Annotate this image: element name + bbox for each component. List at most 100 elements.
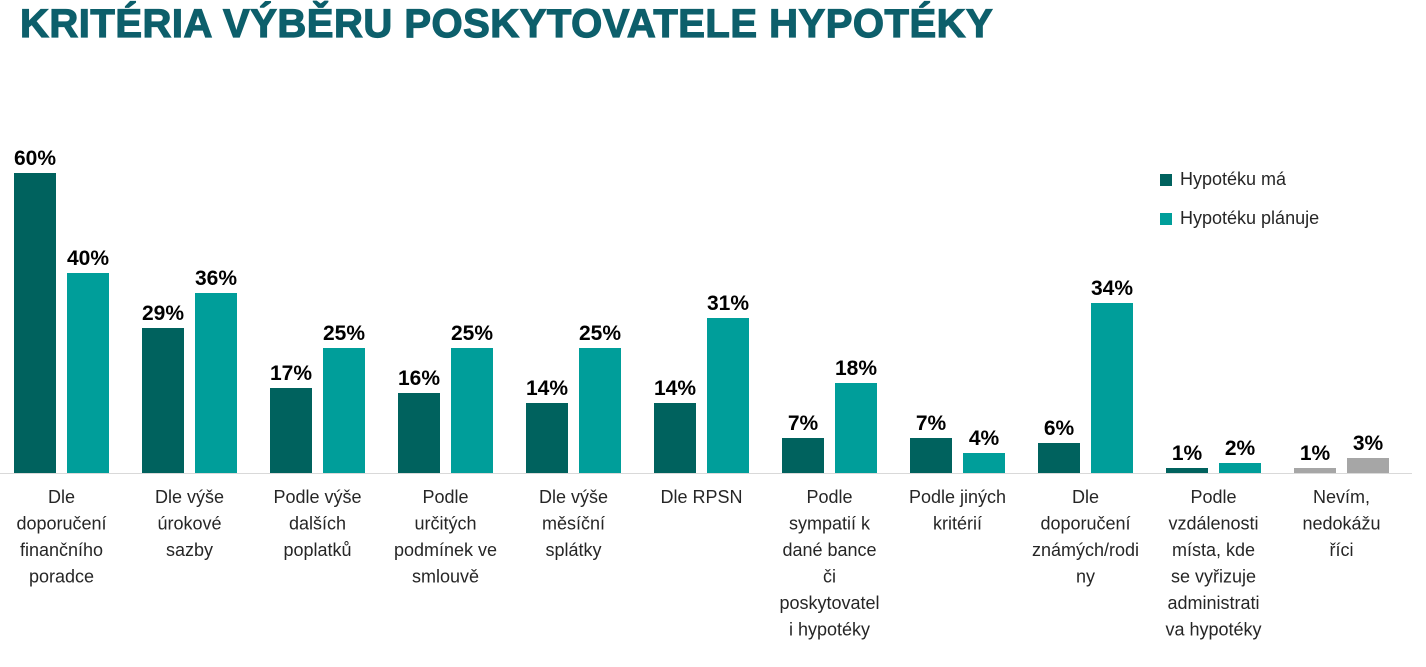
category-label-line: finančního bbox=[20, 540, 103, 560]
value-label-plans-10: 3% bbox=[1353, 432, 1384, 455]
category-label-line: Podle bbox=[806, 487, 852, 507]
category-label-line: Podle jiných bbox=[909, 487, 1006, 507]
legend-item-plans: Hypotéku plánuje bbox=[1160, 199, 1319, 238]
value-labels-layer: 60% 40% 29% 36% 17% 25% 16% 25% 14% 25% 14% 31% 7% 18… bbox=[14, 147, 1384, 465]
value-label-has-5: 14% bbox=[654, 377, 696, 400]
value-label-has-4: 14% bbox=[526, 377, 568, 400]
bar-plans-3 bbox=[451, 348, 493, 473]
category-label-line: dané bance bbox=[782, 540, 876, 560]
category-label-line: Dle výše bbox=[155, 487, 224, 507]
category-label-line: známých/rodi bbox=[1032, 540, 1139, 560]
category-label-line: poradce bbox=[29, 567, 94, 587]
category-label-line: určitých bbox=[414, 514, 476, 534]
value-label-has-10: 1% bbox=[1300, 442, 1331, 465]
category-label-line: administrati bbox=[1167, 593, 1259, 613]
value-label-plans-6: 18% bbox=[835, 357, 877, 380]
category-label-line: Dle RPSN bbox=[660, 487, 742, 507]
category-label-6: Podle sympatií k dané bance či poskytovatel i… bbox=[779, 487, 879, 640]
value-label-has-3: 16% bbox=[398, 367, 440, 390]
category-label-3: Podle určitých podmínek ve smlouvě bbox=[394, 487, 497, 587]
category-label-line: vzdálenosti bbox=[1168, 514, 1258, 534]
category-label-line: i hypotéky bbox=[789, 620, 870, 640]
value-label-plans-0: 40% bbox=[67, 247, 109, 270]
value-label-plans-4: 25% bbox=[579, 322, 621, 345]
category-label-line: smlouvě bbox=[412, 567, 479, 587]
category-label-line: kritérií bbox=[933, 514, 982, 534]
category-label-line: říci bbox=[1330, 540, 1354, 560]
category-label-line: Nevím, bbox=[1313, 487, 1370, 507]
category-label-8: Dle doporučení známých/rodi ny bbox=[1032, 487, 1139, 587]
bar-plans-2 bbox=[323, 348, 365, 473]
legend-label-plans: Hypotéku plánuje bbox=[1180, 208, 1320, 228]
category-label-line: doporučení bbox=[16, 514, 106, 534]
category-label-line: podmínek ve bbox=[394, 540, 497, 560]
value-label-plans-7: 4% bbox=[969, 427, 1000, 450]
bar-plans-7 bbox=[963, 453, 1005, 473]
category-label-line: nedokážu bbox=[1302, 514, 1380, 534]
value-label-plans-8: 34% bbox=[1091, 277, 1133, 300]
value-label-has-1: 29% bbox=[142, 302, 184, 325]
bar-has-1 bbox=[142, 328, 184, 473]
legend: Hypotéku má Hypotéku plánuje bbox=[1160, 160, 1319, 238]
category-label-line: splátky bbox=[545, 540, 601, 560]
value-label-plans-1: 36% bbox=[195, 267, 237, 290]
category-labels-layer: Dle doporučení finančního poradce Dle výše úr… bbox=[16, 487, 1380, 640]
bar-has-7 bbox=[910, 438, 952, 473]
bar-plans-5 bbox=[707, 318, 749, 473]
bar-plans-8 bbox=[1091, 303, 1133, 473]
value-label-has-2: 17% bbox=[270, 362, 312, 385]
value-label-plans-5: 31% bbox=[707, 292, 749, 315]
value-label-has-9: 1% bbox=[1172, 442, 1203, 465]
category-label-7: Podle jiných kritérií bbox=[909, 487, 1006, 534]
category-label-line: se vyřizuje bbox=[1171, 567, 1256, 587]
category-label-line: Podle bbox=[1190, 487, 1236, 507]
bar-plans-1 bbox=[195, 293, 237, 473]
category-label-line: poplatků bbox=[283, 540, 351, 560]
category-label-0: Dle doporučení finančního poradce bbox=[16, 487, 106, 587]
bar-has-0 bbox=[14, 173, 56, 473]
category-label-line: va hypotéky bbox=[1165, 620, 1261, 640]
value-label-plans-9: 2% bbox=[1225, 437, 1256, 460]
bar-plans-4 bbox=[579, 348, 621, 473]
legend-label-has: Hypotéku má bbox=[1180, 169, 1287, 189]
category-label-line: Dle výše bbox=[539, 487, 608, 507]
bars-layer bbox=[14, 173, 1389, 473]
category-label-line: poskytovatel bbox=[779, 593, 879, 613]
category-label-line: sazby bbox=[166, 540, 213, 560]
category-label-line: či bbox=[823, 567, 836, 587]
value-label-has-0: 60% bbox=[14, 147, 56, 170]
bar-plans-10 bbox=[1347, 458, 1389, 473]
bar-has-5 bbox=[654, 403, 696, 473]
category-label-2: Podle výše dalších poplatků bbox=[273, 487, 361, 560]
category-label-line: místa, kde bbox=[1172, 540, 1255, 560]
bar-has-3 bbox=[398, 393, 440, 473]
value-label-has-7: 7% bbox=[916, 412, 947, 435]
bar-has-9 bbox=[1166, 468, 1208, 473]
bar-has-2 bbox=[270, 388, 312, 473]
legend-item-has: Hypotéku má bbox=[1160, 160, 1319, 199]
bar-plans-0 bbox=[67, 273, 109, 473]
value-label-plans-2: 25% bbox=[323, 322, 365, 345]
category-label-1: Dle výše úrokové sazby bbox=[155, 487, 224, 560]
bar-has-10 bbox=[1294, 468, 1336, 473]
category-label-9: Podle vzdálenosti místa, kde se vyřizuje adm… bbox=[1165, 487, 1261, 640]
bar-has-4 bbox=[526, 403, 568, 473]
bar-has-6 bbox=[782, 438, 824, 473]
chart-title: KRITÉRIA VÝBĚRU POSKYTOVATELE HYPOTÉKY bbox=[19, 1, 994, 46]
category-label-10: Nevím, nedokážu říci bbox=[1302, 487, 1380, 560]
category-label-line: ny bbox=[1076, 567, 1095, 587]
legend-swatch-has bbox=[1160, 173, 1172, 186]
category-label-line: sympatií k bbox=[789, 514, 871, 534]
category-label-4: Dle výše měsíční splátky bbox=[539, 487, 608, 560]
category-label-line: úrokové bbox=[157, 514, 221, 534]
bar-plans-9 bbox=[1219, 463, 1261, 473]
value-label-plans-3: 25% bbox=[451, 322, 493, 345]
legend-swatch-plans bbox=[1160, 212, 1172, 225]
category-label-line: Podle výše bbox=[273, 487, 361, 507]
category-label-line: měsíční bbox=[542, 514, 605, 534]
category-label-5: Dle RPSN bbox=[660, 487, 742, 507]
category-label-line: Podle bbox=[422, 487, 468, 507]
category-label-line: doporučení bbox=[1040, 514, 1130, 534]
bar-has-8 bbox=[1038, 443, 1080, 473]
category-label-line: Dle bbox=[48, 487, 75, 507]
